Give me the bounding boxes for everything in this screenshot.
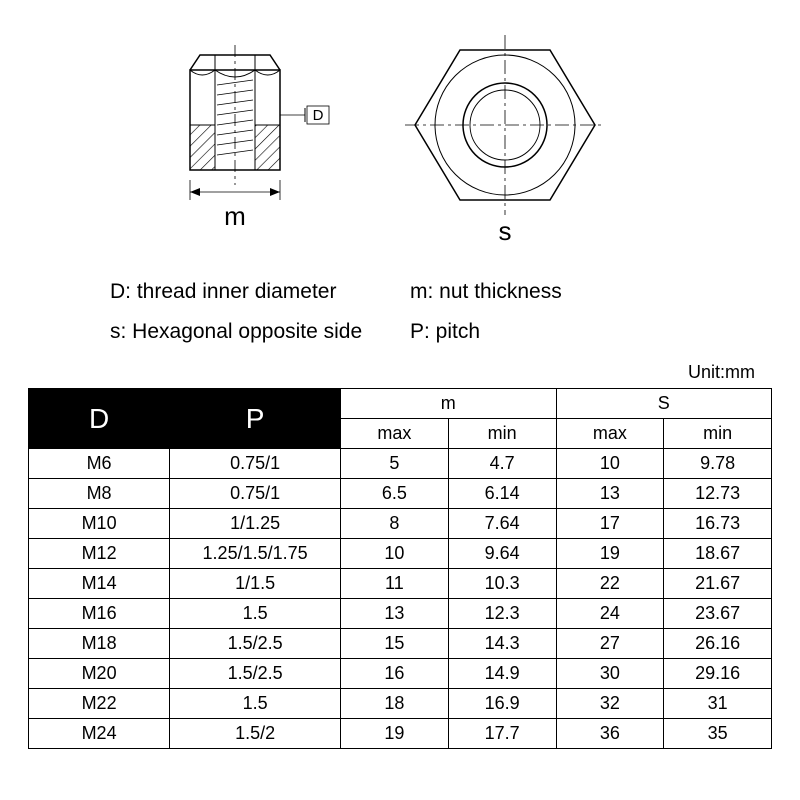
table-row: M161.51312.32423.67 bbox=[29, 599, 772, 629]
table-cell: 16.9 bbox=[448, 689, 556, 719]
table-row: M80.75/16.56.141312.73 bbox=[29, 479, 772, 509]
spec-table: D P m S max min max min M60.75/154.7109.… bbox=[28, 388, 772, 749]
table-cell: 6.14 bbox=[448, 479, 556, 509]
table-row: M241.5/21917.73635 bbox=[29, 719, 772, 749]
col-d-header: D bbox=[29, 389, 170, 449]
table-cell: 4.7 bbox=[448, 449, 556, 479]
col-m-min: min bbox=[448, 419, 556, 449]
table-cell: 12.73 bbox=[664, 479, 772, 509]
table-cell: 12.3 bbox=[448, 599, 556, 629]
table-cell: 8 bbox=[341, 509, 449, 539]
col-m-header: m bbox=[341, 389, 556, 419]
table-cell: M24 bbox=[29, 719, 170, 749]
table-cell: 11 bbox=[341, 569, 449, 599]
table-cell: 9.78 bbox=[664, 449, 772, 479]
table-cell: M10 bbox=[29, 509, 170, 539]
table-cell: M20 bbox=[29, 659, 170, 689]
table-cell: 17 bbox=[556, 509, 664, 539]
table-cell: 16 bbox=[341, 659, 449, 689]
table-cell: 27 bbox=[556, 629, 664, 659]
table-cell: 0.75/1 bbox=[170, 479, 341, 509]
table-cell: 1.5/2 bbox=[170, 719, 341, 749]
legend-d: D: thread inner diameter bbox=[110, 280, 410, 304]
s-dim-label: s bbox=[499, 216, 512, 246]
table-cell: 7.64 bbox=[448, 509, 556, 539]
table-cell: 29.16 bbox=[664, 659, 772, 689]
table-cell: 18.67 bbox=[664, 539, 772, 569]
table-cell: 30 bbox=[556, 659, 664, 689]
table-cell: 14.3 bbox=[448, 629, 556, 659]
table-row: M101/1.2587.641716.73 bbox=[29, 509, 772, 539]
top-view: s bbox=[405, 35, 605, 246]
table-row: M201.5/2.51614.93029.16 bbox=[29, 659, 772, 689]
table-cell: 23.67 bbox=[664, 599, 772, 629]
table-row: M221.51816.93231 bbox=[29, 689, 772, 719]
table-cell: 35 bbox=[664, 719, 772, 749]
table-cell: 19 bbox=[341, 719, 449, 749]
unit-label: Unit:mm bbox=[688, 362, 755, 383]
table-cell: 13 bbox=[341, 599, 449, 629]
technical-drawings: D m s bbox=[150, 30, 650, 260]
table-cell: 6.5 bbox=[341, 479, 449, 509]
table-cell: 10 bbox=[341, 539, 449, 569]
table-cell: M14 bbox=[29, 569, 170, 599]
table-cell: 26.16 bbox=[664, 629, 772, 659]
table-cell: 31 bbox=[664, 689, 772, 719]
legend: D: thread inner diameter m: nut thicknes… bbox=[110, 280, 710, 360]
table-cell: M16 bbox=[29, 599, 170, 629]
table-cell: 22 bbox=[556, 569, 664, 599]
table-cell: 16.73 bbox=[664, 509, 772, 539]
table-cell: 1/1.5 bbox=[170, 569, 341, 599]
side-view: D m bbox=[190, 45, 329, 231]
table-cell: 36 bbox=[556, 719, 664, 749]
spec-table-body: M60.75/154.7109.78M80.75/16.56.141312.73… bbox=[29, 449, 772, 749]
table-cell: 13 bbox=[556, 479, 664, 509]
table-cell: 15 bbox=[341, 629, 449, 659]
table-row: M121.25/1.5/1.75109.641918.67 bbox=[29, 539, 772, 569]
table-cell: 1/1.25 bbox=[170, 509, 341, 539]
nut-diagrams-svg: D m s bbox=[150, 30, 650, 260]
table-cell: M18 bbox=[29, 629, 170, 659]
col-s-header: S bbox=[556, 389, 772, 419]
table-cell: M6 bbox=[29, 449, 170, 479]
table-cell: 1.5 bbox=[170, 599, 341, 629]
table-cell: 10 bbox=[556, 449, 664, 479]
table-cell: 0.75/1 bbox=[170, 449, 341, 479]
m-dim-label: m bbox=[224, 201, 246, 231]
d-callout-label: D bbox=[313, 107, 324, 124]
table-cell: 1.25/1.5/1.75 bbox=[170, 539, 341, 569]
table-cell: 17.7 bbox=[448, 719, 556, 749]
table-cell: 1.5/2.5 bbox=[170, 629, 341, 659]
table-cell: 10.3 bbox=[448, 569, 556, 599]
table-cell: 19 bbox=[556, 539, 664, 569]
table-cell: M22 bbox=[29, 689, 170, 719]
table-cell: M8 bbox=[29, 479, 170, 509]
col-s-max: max bbox=[556, 419, 664, 449]
table-cell: 9.64 bbox=[448, 539, 556, 569]
table-cell: 21.67 bbox=[664, 569, 772, 599]
table-cell: M12 bbox=[29, 539, 170, 569]
table-cell: 18 bbox=[341, 689, 449, 719]
table-cell: 1.5/2.5 bbox=[170, 659, 341, 689]
col-p-header: P bbox=[170, 389, 341, 449]
table-cell: 5 bbox=[341, 449, 449, 479]
table-cell: 24 bbox=[556, 599, 664, 629]
spec-table-container: D P m S max min max min M60.75/154.7109.… bbox=[28, 388, 772, 749]
legend-s: s: Hexagonal opposite side bbox=[110, 320, 410, 344]
col-s-min: min bbox=[664, 419, 772, 449]
legend-m: m: nut thickness bbox=[410, 280, 710, 304]
table-cell: 32 bbox=[556, 689, 664, 719]
legend-p: P: pitch bbox=[410, 320, 710, 344]
col-m-max: max bbox=[341, 419, 449, 449]
table-row: M141/1.51110.32221.67 bbox=[29, 569, 772, 599]
table-cell: 1.5 bbox=[170, 689, 341, 719]
table-row: M60.75/154.7109.78 bbox=[29, 449, 772, 479]
table-cell: 14.9 bbox=[448, 659, 556, 689]
table-row: M181.5/2.51514.32726.16 bbox=[29, 629, 772, 659]
